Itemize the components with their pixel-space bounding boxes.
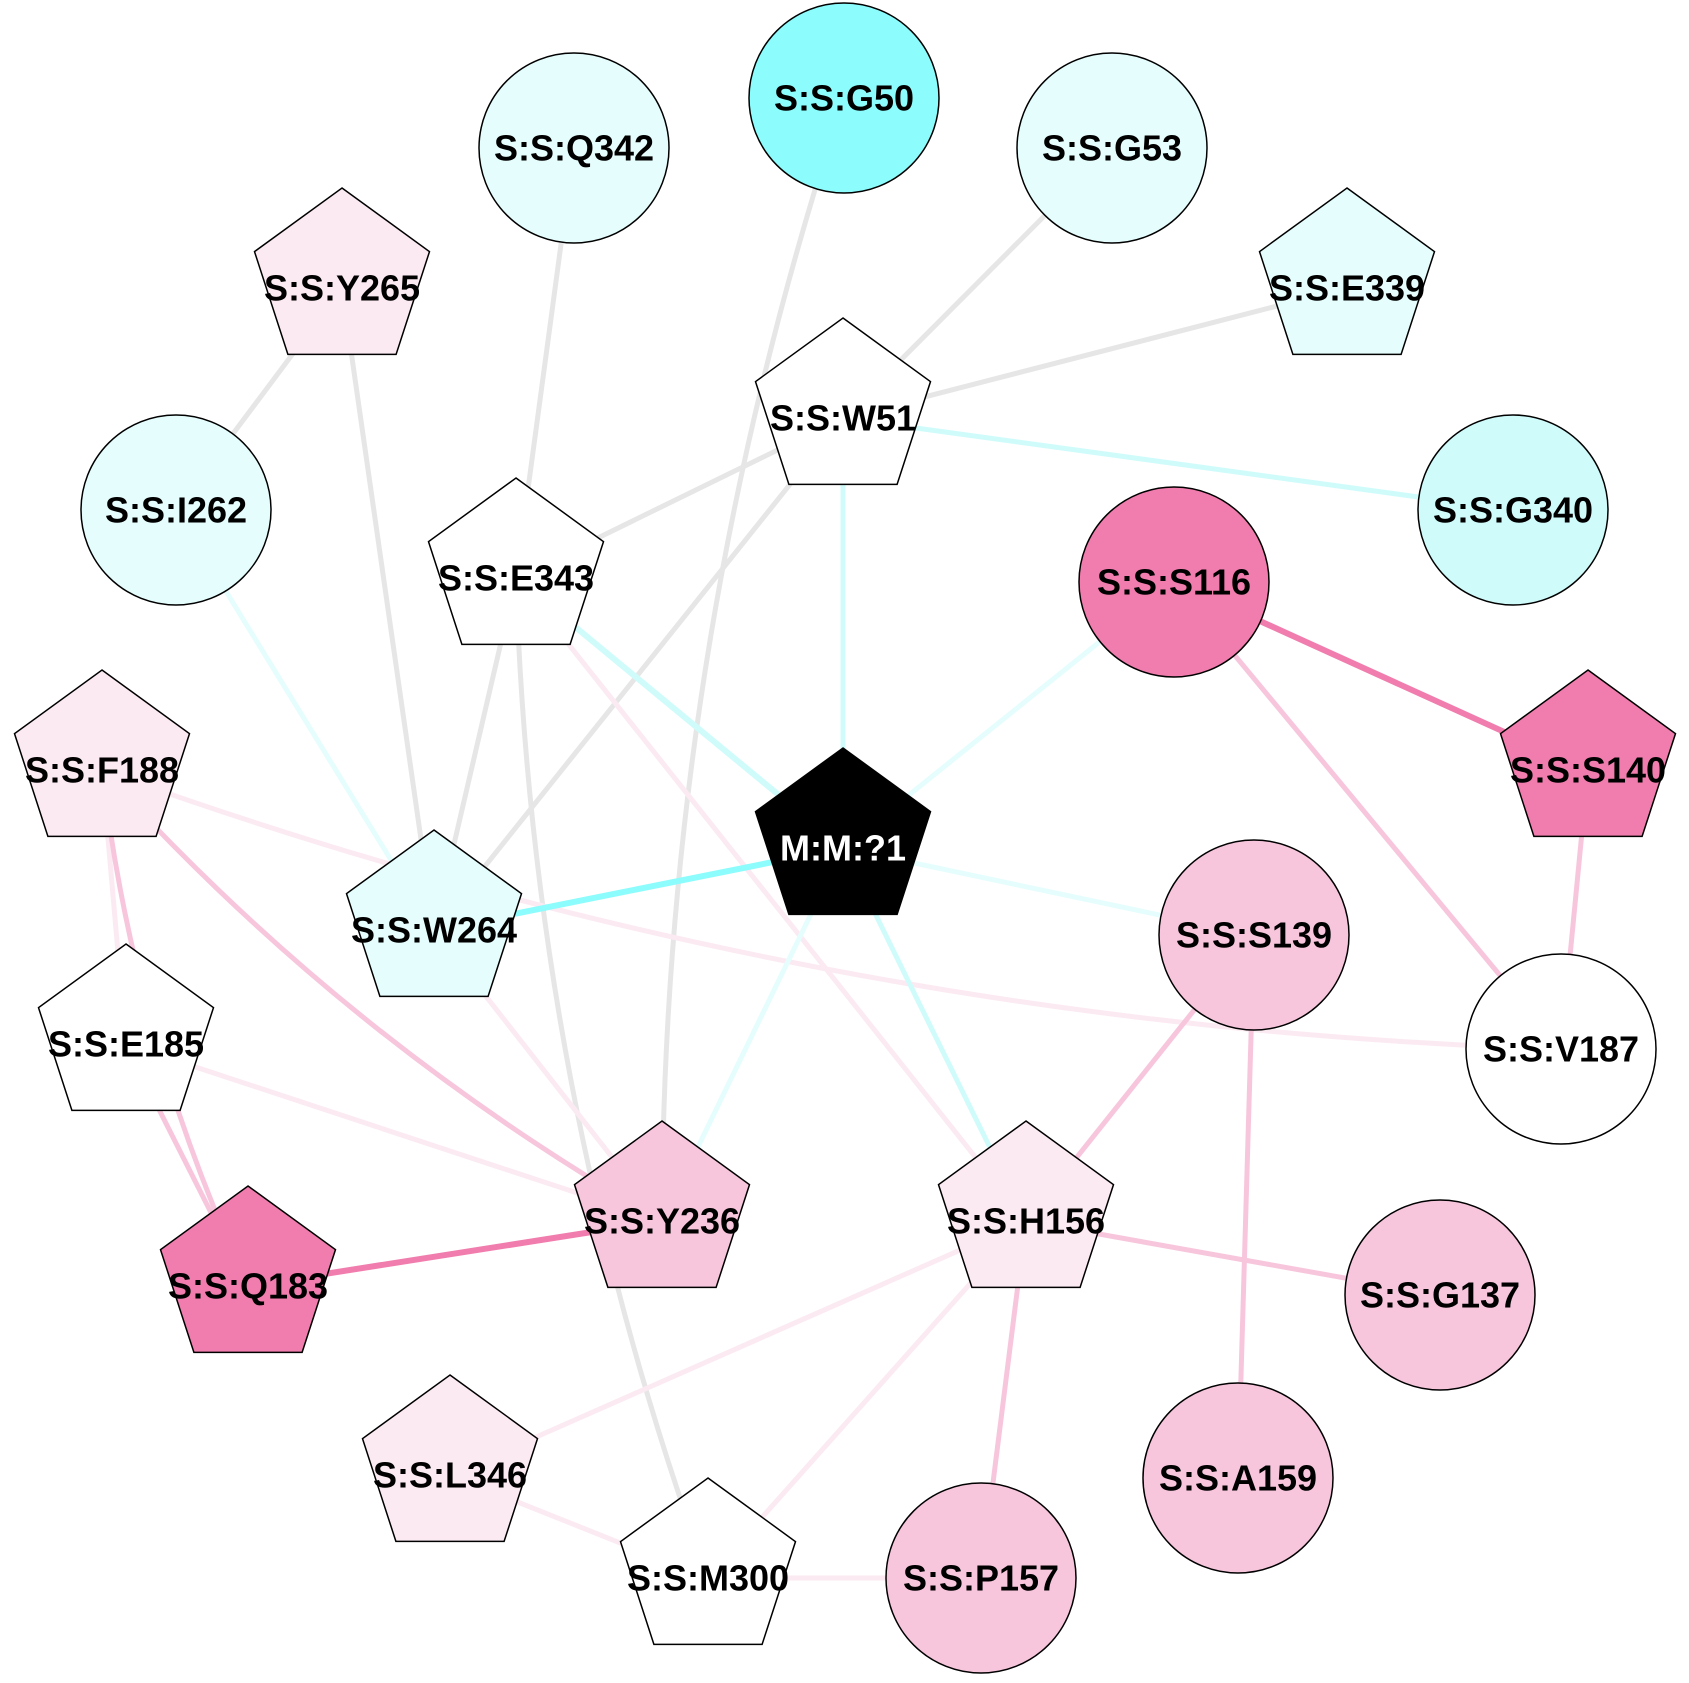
- node-circle-shape: [1078, 486, 1270, 678]
- node-pentagon-shape: [573, 1120, 751, 1289]
- node-label: S:S:G53: [1042, 128, 1182, 169]
- edge-h156-l346: [448, 1218, 1028, 1478]
- node-pentagon-shape: [361, 1374, 539, 1543]
- node-l346[interactable]: S:S:L346: [361, 1374, 539, 1543]
- edge-e185-y236: [125, 1041, 663, 1224]
- node-label: S:S:V187: [1483, 1029, 1639, 1070]
- edge-w51-g340: [842, 415, 1514, 513]
- edge-e339-w51: [842, 285, 1348, 421]
- node-q342[interactable]: S:S:Q342: [478, 52, 670, 244]
- node-circle-shape: [748, 2, 940, 194]
- node-label: S:S:W51: [770, 398, 916, 439]
- node-circle-shape: [80, 414, 272, 606]
- node-label: S:S:M300: [627, 1558, 789, 1599]
- node-f188[interactable]: S:S:F188: [13, 669, 191, 838]
- node-label: S:S:E343: [438, 558, 594, 599]
- node-s116[interactable]: S:S:S116: [1078, 486, 1270, 678]
- node-s139[interactable]: S:S:S139: [1158, 839, 1350, 1031]
- node-circle-shape: [1344, 1199, 1536, 1391]
- edge-g50-y236: [659, 97, 847, 1222]
- node-circle-shape: [1016, 52, 1208, 244]
- node-label: S:S:L346: [373, 1455, 527, 1496]
- node-circle-shape: [1465, 953, 1657, 1145]
- node-label: M:M:?1: [780, 828, 906, 869]
- node-label: S:S:Q342: [494, 128, 654, 169]
- node-w264[interactable]: S:S:W264: [345, 829, 523, 998]
- node-circle-shape: [1417, 414, 1609, 606]
- node-pentagon-shape: [345, 829, 523, 998]
- node-label: S:S:Q183: [168, 1266, 328, 1307]
- edge-y265-w264: [339, 287, 437, 931]
- nodes-layer: S:S:G50 S:S:Q342 S:S:G53 S:S:Y265 S:S:E339 S:…: [13, 2, 1677, 1674]
- node-pentagon-shape: [37, 943, 215, 1112]
- node-g137[interactable]: S:S:G137: [1344, 1199, 1536, 1391]
- edge-f188-y236: [100, 768, 664, 1224]
- node-pentagon-shape: [1499, 669, 1677, 838]
- node-pentagon-shape: [1258, 187, 1436, 356]
- edge-s116-v187: [1172, 580, 1563, 1051]
- node-label: S:S:E185: [48, 1024, 204, 1065]
- node-pentagon-shape: [754, 317, 932, 486]
- edge-w51-w264: [432, 416, 845, 932]
- edge-e343-h156: [514, 576, 1028, 1223]
- node-m300[interactable]: S:S:M300: [619, 1477, 797, 1646]
- node-label: S:S:P157: [903, 1558, 1059, 1599]
- node-circle-shape: [1142, 1382, 1334, 1574]
- node-g50[interactable]: S:S:G50: [748, 2, 940, 194]
- node-circle-shape: [885, 1482, 1077, 1674]
- node-label: S:S:F188: [25, 750, 179, 791]
- node-pentagon-shape: [159, 1185, 337, 1354]
- node-pentagon-shape: [754, 747, 932, 916]
- node-label: S:S:Y236: [584, 1201, 740, 1242]
- node-label: S:S:W264: [351, 910, 517, 951]
- node-h156[interactable]: S:S:H156: [937, 1120, 1115, 1289]
- node-y265[interactable]: S:S:Y265: [253, 187, 431, 356]
- node-pentagon-shape: [13, 669, 191, 838]
- node-label: S:S:S116: [1097, 562, 1251, 603]
- node-label: S:S:S140: [1510, 750, 1666, 791]
- node-label: S:S:E339: [1269, 268, 1425, 309]
- node-pentagon-shape: [619, 1477, 797, 1646]
- node-e339[interactable]: S:S:E339: [1258, 187, 1436, 356]
- node-label: S:S:G137: [1360, 1275, 1520, 1316]
- node-m1[interactable]: M:M:?1: [754, 747, 932, 916]
- edge-f188-v187: [101, 767, 1562, 1052]
- node-label: S:S:Y265: [264, 268, 420, 309]
- node-label: S:S:H156: [947, 1201, 1105, 1242]
- node-w51[interactable]: S:S:W51: [754, 317, 932, 486]
- node-label: S:S:G340: [1433, 490, 1593, 531]
- node-label: S:S:G50: [774, 78, 914, 119]
- node-p157[interactable]: S:S:P157: [885, 1482, 1077, 1674]
- node-circle-shape: [1158, 839, 1350, 1031]
- node-e185[interactable]: S:S:E185: [37, 943, 215, 1112]
- node-pentagon-shape: [253, 187, 431, 356]
- node-label: S:S:S139: [1176, 915, 1332, 956]
- node-v187[interactable]: S:S:V187: [1465, 953, 1657, 1145]
- edge-e343-m300: [513, 577, 711, 1579]
- node-g340[interactable]: S:S:G340: [1417, 414, 1609, 606]
- node-a159[interactable]: S:S:A159: [1142, 1382, 1334, 1574]
- node-pentagon-shape: [427, 477, 605, 646]
- node-g53[interactable]: S:S:G53: [1016, 52, 1208, 244]
- node-q183[interactable]: S:S:Q183: [159, 1185, 337, 1354]
- node-pentagon-shape: [937, 1120, 1115, 1289]
- node-s140[interactable]: S:S:S140: [1499, 669, 1677, 838]
- node-label: S:S:A159: [1159, 1458, 1317, 1499]
- node-y236[interactable]: S:S:Y236: [573, 1120, 751, 1289]
- node-circle-shape: [478, 52, 670, 244]
- node-i262[interactable]: S:S:I262: [80, 414, 272, 606]
- node-label: S:S:I262: [105, 490, 247, 531]
- node-e343[interactable]: S:S:E343: [427, 477, 605, 646]
